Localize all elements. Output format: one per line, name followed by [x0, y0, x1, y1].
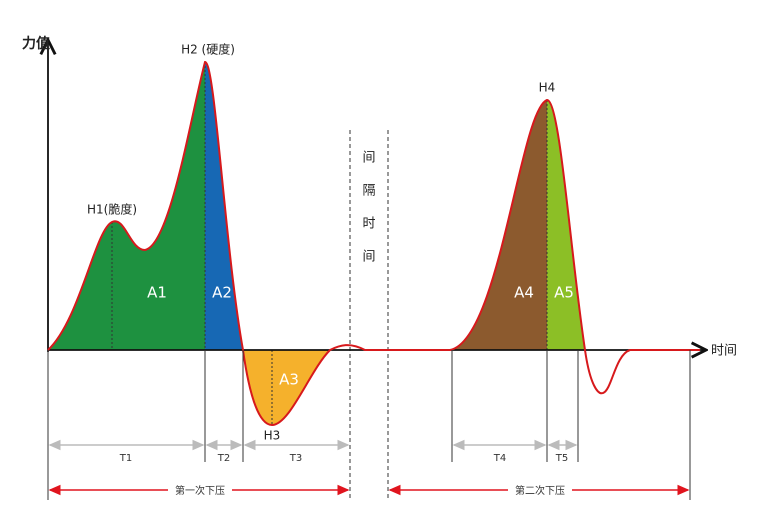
interval-char: 时	[362, 217, 375, 232]
y-axis-label: 力值	[22, 35, 50, 52]
duration-label: T1	[119, 453, 132, 464]
interval-char: 间	[362, 250, 375, 265]
phase-label: 第一次下压	[175, 484, 225, 497]
force-curve	[47, 60, 700, 427]
area-label: A5	[554, 284, 574, 302]
x-axis-label: 时间	[711, 344, 737, 359]
area-a1	[48, 62, 205, 350]
area-a5	[547, 100, 585, 350]
peak-label: H1(脆度)	[87, 202, 137, 217]
duration-label: T3	[289, 453, 302, 464]
area-a4	[450, 100, 547, 350]
area-label: A1	[147, 284, 167, 302]
peak-label: H2 (硬度)	[181, 42, 235, 57]
area-label: A3	[279, 371, 299, 389]
area-a3	[243, 350, 330, 425]
peak-label: H3	[264, 429, 281, 443]
area-label: A4	[514, 284, 534, 302]
interval-char: 隔	[362, 184, 375, 199]
duration-label: T2	[217, 453, 230, 464]
duration-label: T4	[493, 453, 506, 464]
phase-label: 第二次下压	[515, 484, 565, 497]
interval-char: 间	[362, 151, 375, 166]
duration-label: T5	[555, 453, 568, 464]
peak-label: H4	[539, 81, 556, 95]
area-label: A2	[212, 284, 232, 302]
